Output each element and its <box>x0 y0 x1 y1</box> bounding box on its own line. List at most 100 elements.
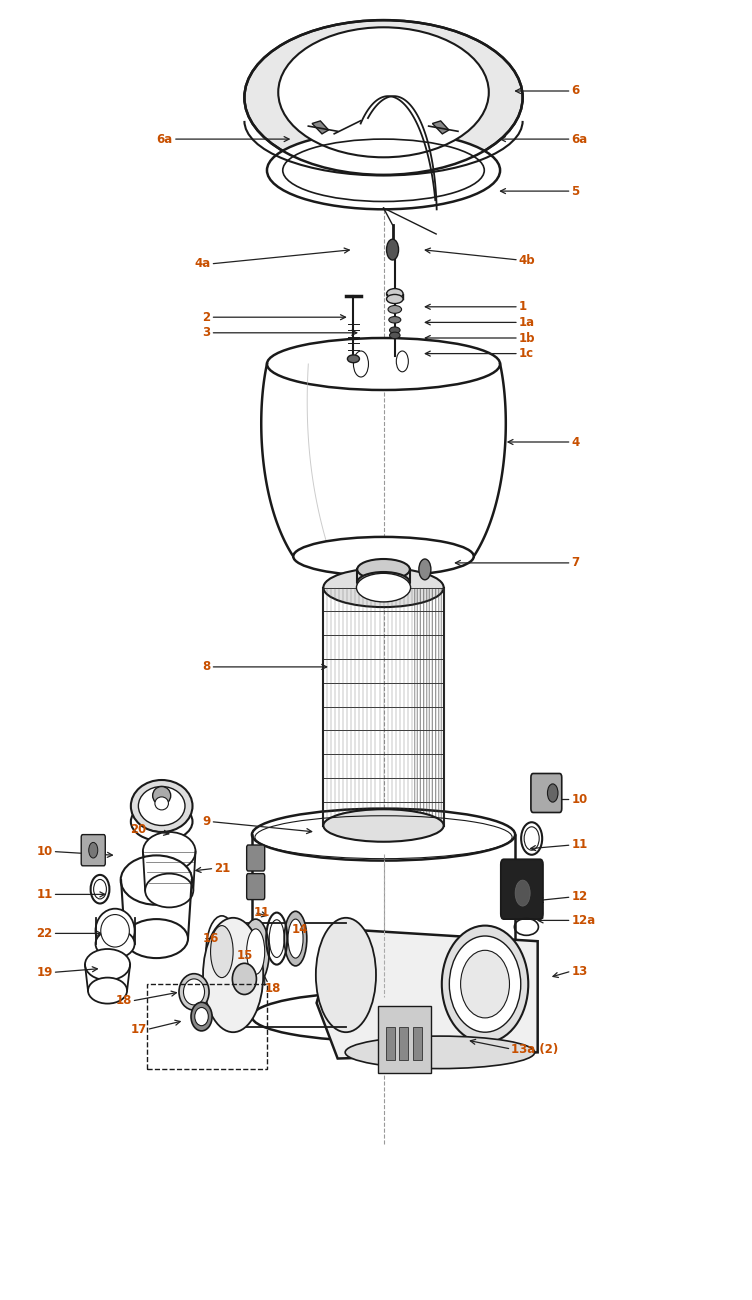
Ellipse shape <box>183 979 205 1005</box>
Text: 1a: 1a <box>519 316 535 329</box>
Bar <box>386 1027 395 1060</box>
Ellipse shape <box>347 355 359 363</box>
Ellipse shape <box>138 786 185 826</box>
Ellipse shape <box>288 919 303 958</box>
Text: 11: 11 <box>572 838 588 852</box>
Ellipse shape <box>345 1036 535 1069</box>
Polygon shape <box>312 121 329 134</box>
Ellipse shape <box>85 949 130 980</box>
Ellipse shape <box>203 918 263 1032</box>
Ellipse shape <box>211 926 233 978</box>
Ellipse shape <box>96 930 135 958</box>
Text: 11: 11 <box>36 888 53 901</box>
Text: 1b: 1b <box>519 332 535 344</box>
Text: 6: 6 <box>572 84 580 98</box>
Polygon shape <box>317 928 538 1058</box>
Ellipse shape <box>450 936 520 1032</box>
Ellipse shape <box>293 537 474 576</box>
Text: 18: 18 <box>265 982 281 994</box>
Text: 18: 18 <box>115 994 132 1008</box>
Ellipse shape <box>278 27 489 157</box>
Ellipse shape <box>131 802 193 841</box>
Polygon shape <box>432 121 449 134</box>
Circle shape <box>353 351 368 377</box>
Ellipse shape <box>153 786 171 805</box>
Circle shape <box>547 784 558 802</box>
Bar <box>413 1027 422 1060</box>
Text: 9: 9 <box>202 815 211 828</box>
Circle shape <box>387 239 399 260</box>
Ellipse shape <box>387 289 403 299</box>
Ellipse shape <box>247 928 265 975</box>
Text: 17: 17 <box>130 1023 147 1036</box>
Text: 6a: 6a <box>156 133 173 146</box>
FancyBboxPatch shape <box>81 835 105 866</box>
Text: 12: 12 <box>572 891 588 904</box>
Text: 15: 15 <box>237 949 253 962</box>
Ellipse shape <box>283 139 484 202</box>
Ellipse shape <box>195 1008 208 1026</box>
Text: 7: 7 <box>572 556 580 569</box>
Text: 14: 14 <box>292 923 308 936</box>
Ellipse shape <box>267 131 500 209</box>
Text: 10: 10 <box>36 845 53 858</box>
Ellipse shape <box>356 573 411 602</box>
Ellipse shape <box>390 328 400 334</box>
FancyBboxPatch shape <box>531 774 562 812</box>
Ellipse shape <box>323 568 444 607</box>
Ellipse shape <box>232 963 256 994</box>
Ellipse shape <box>357 572 410 593</box>
FancyBboxPatch shape <box>501 859 543 919</box>
Bar <box>147 984 267 1069</box>
FancyBboxPatch shape <box>247 845 265 871</box>
Circle shape <box>419 559 431 580</box>
Ellipse shape <box>387 295 403 304</box>
Ellipse shape <box>284 911 307 966</box>
Text: 5: 5 <box>572 185 580 198</box>
Ellipse shape <box>267 338 500 390</box>
Ellipse shape <box>388 306 402 313</box>
Text: 19: 19 <box>36 966 53 979</box>
Ellipse shape <box>316 918 376 1032</box>
Ellipse shape <box>252 809 515 861</box>
Ellipse shape <box>131 780 193 832</box>
Circle shape <box>396 351 408 372</box>
Circle shape <box>89 842 98 858</box>
Ellipse shape <box>357 559 410 580</box>
Ellipse shape <box>179 974 209 1010</box>
Text: 10: 10 <box>572 793 588 806</box>
Ellipse shape <box>441 926 528 1043</box>
Ellipse shape <box>389 316 401 324</box>
Ellipse shape <box>96 909 135 953</box>
Ellipse shape <box>206 915 238 988</box>
Ellipse shape <box>191 1002 212 1031</box>
Circle shape <box>515 880 530 906</box>
Text: 1: 1 <box>519 300 527 313</box>
Text: 3: 3 <box>202 326 211 339</box>
Ellipse shape <box>125 919 188 958</box>
Text: 13: 13 <box>572 965 588 978</box>
Text: 8: 8 <box>202 660 211 673</box>
Text: 1c: 1c <box>519 347 534 360</box>
Text: 12a: 12a <box>572 914 596 927</box>
Text: 21: 21 <box>214 862 231 875</box>
Ellipse shape <box>88 978 127 1004</box>
Ellipse shape <box>390 332 400 338</box>
Ellipse shape <box>101 915 129 946</box>
Ellipse shape <box>120 855 193 905</box>
Ellipse shape <box>143 832 196 871</box>
Ellipse shape <box>242 919 269 984</box>
Text: 2: 2 <box>202 311 211 324</box>
Text: 4: 4 <box>572 436 580 448</box>
Text: 16: 16 <box>203 932 220 945</box>
Ellipse shape <box>323 809 444 842</box>
Text: 13a (2): 13a (2) <box>511 1043 559 1056</box>
Bar <box>399 1027 408 1060</box>
Ellipse shape <box>145 874 193 907</box>
Ellipse shape <box>155 797 168 810</box>
Ellipse shape <box>244 21 523 174</box>
Text: 6a: 6a <box>572 133 588 146</box>
Text: 4a: 4a <box>194 257 211 270</box>
Ellipse shape <box>252 992 515 1041</box>
FancyBboxPatch shape <box>378 1006 431 1072</box>
